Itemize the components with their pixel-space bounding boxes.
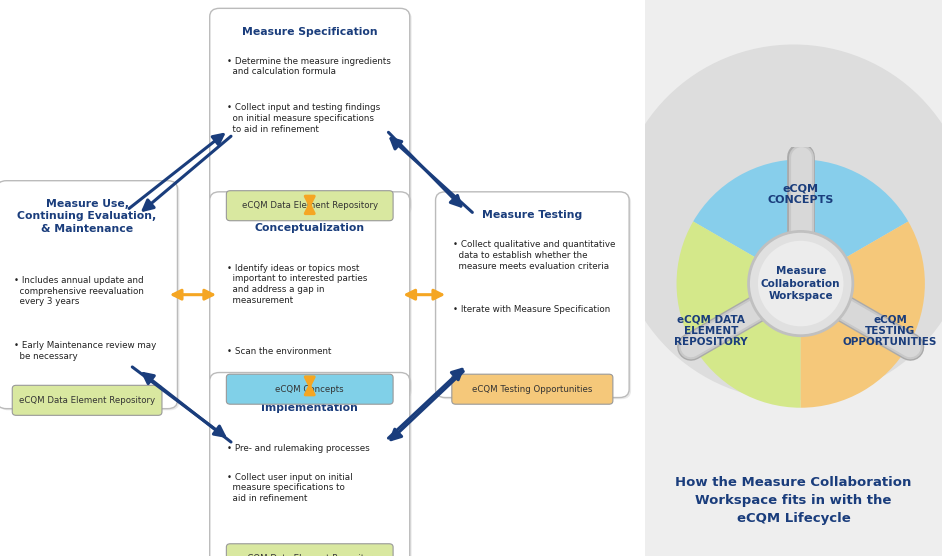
Text: How the Measure Collaboration
Workspace fits in with the
eCQM Lifecycle: How the Measure Collaboration Workspace … [675,476,912,525]
FancyBboxPatch shape [212,10,412,216]
Wedge shape [693,160,908,284]
Text: • Early Maintenance review may
  be necessary: • Early Maintenance review may be necess… [14,341,156,361]
Wedge shape [676,221,801,408]
Text: eCQM Data Element Repository: eCQM Data Element Repository [242,201,378,210]
Text: Measure Testing: Measure Testing [482,210,582,220]
Text: • Determine the measure ingredients
  and calculation formula: • Determine the measure ingredients and … [227,57,391,77]
Text: eCQM Concepts: eCQM Concepts [275,385,344,394]
FancyBboxPatch shape [212,374,412,556]
Text: • Identify ideas or topics most
  important to interested parties
  and address : • Identify ideas or topics most importan… [227,264,367,305]
Text: • Includes annual update and
  comprehensive reevaluation
  every 3 years: • Includes annual update and comprehensi… [14,276,144,306]
FancyBboxPatch shape [12,385,162,415]
Text: Measure Use,
Continuing Evaluation,
& Maintenance: Measure Use, Continuing Evaluation, & Ma… [18,199,156,234]
FancyBboxPatch shape [212,193,412,399]
Text: • Collect user input on initial
  measure specifications to
  aid in refinement: • Collect user input on initial measure … [227,473,352,503]
Text: • Pre- and rulemaking processes: • Pre- and rulemaking processes [227,444,370,453]
Text: Measure
Collaboration
Workspace: Measure Collaboration Workspace [761,266,840,301]
FancyBboxPatch shape [437,193,631,399]
FancyBboxPatch shape [0,181,177,409]
FancyBboxPatch shape [452,374,613,404]
FancyBboxPatch shape [210,373,410,556]
Ellipse shape [615,44,942,400]
Text: eCQM Data Element Repository: eCQM Data Element Repository [19,396,155,405]
Circle shape [758,241,843,326]
Text: Measure Specification: Measure Specification [242,27,378,37]
FancyBboxPatch shape [210,192,410,398]
Circle shape [749,231,853,336]
FancyBboxPatch shape [210,8,410,214]
Text: • Collect qualitative and quantitative
  data to establish whether the
  measure: • Collect qualitative and quantitative d… [453,240,615,271]
FancyBboxPatch shape [226,191,393,221]
Text: Measure
Conceptualization: Measure Conceptualization [254,210,365,232]
Text: eCQM Data Element Repository: eCQM Data Element Repository [242,554,378,556]
Text: eCQM
CONCEPTS: eCQM CONCEPTS [768,183,834,205]
Text: • Collect input and testing findings
  on initial measure specifications
  to ai: • Collect input and testing findings on … [227,103,381,134]
Text: eCQM
TESTING
OPPORTUNITIES: eCQM TESTING OPPORTUNITIES [843,314,937,348]
FancyBboxPatch shape [435,192,629,398]
Text: eCQM Testing Opportunities: eCQM Testing Opportunities [472,385,593,394]
FancyBboxPatch shape [226,544,393,556]
Wedge shape [801,221,925,408]
FancyBboxPatch shape [226,374,393,404]
Text: eCQM DATA
ELEMENT
REPOSITORY: eCQM DATA ELEMENT REPOSITORY [674,314,748,348]
Text: • Scan the environment: • Scan the environment [227,347,332,356]
FancyBboxPatch shape [0,182,179,410]
Text: • Iterate with Measure Specification: • Iterate with Measure Specification [453,305,610,314]
Text: Measure
Implementation: Measure Implementation [261,391,358,413]
